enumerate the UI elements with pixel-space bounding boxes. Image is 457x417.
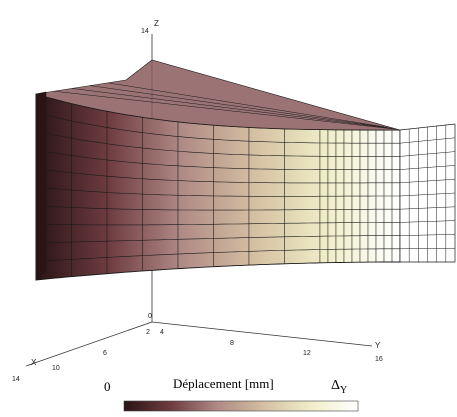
mesh-line <box>399 151 456 157</box>
left-face <box>35 91 47 281</box>
x-tick-6: 6 <box>103 350 107 357</box>
mesh-line <box>35 130 400 157</box>
mesh-line <box>35 168 400 184</box>
x-tick-10: 10 <box>52 365 60 372</box>
mesh-line <box>35 248 400 262</box>
mesh-line <box>53 90 397 130</box>
legend-max-label: ΔY <box>331 378 347 396</box>
legend-min-label: 0 <box>104 379 111 394</box>
z-axis-name: Z <box>154 19 159 28</box>
y-tick-12: 12 <box>303 350 311 357</box>
mesh-line <box>107 82 385 128</box>
top-face <box>35 59 401 131</box>
mesh-line <box>35 205 400 211</box>
legend-colorbar <box>123 400 359 412</box>
y-axis-name: Y <box>375 341 381 350</box>
mesh-line <box>399 234 456 236</box>
mesh-line <box>399 178 456 184</box>
mesh-line <box>35 112 400 144</box>
front-face <box>36 94 400 280</box>
y-tick-4: 4 <box>160 329 164 336</box>
z-tick-0: 0 <box>148 313 152 320</box>
mesh-line <box>35 222 400 226</box>
legend: 0 Déplacement [mm] ΔY <box>104 376 359 412</box>
y-tick-16: 16 <box>375 356 383 363</box>
mesh-line <box>35 186 400 197</box>
y-tick-8: 8 <box>230 340 234 347</box>
x-tick-14: 14 <box>12 376 20 383</box>
mesh-line <box>35 235 400 244</box>
mesh-line <box>399 137 456 144</box>
mesh-line <box>399 247 456 250</box>
mesh-line <box>89 85 389 128</box>
legend-max-symbol: Δ <box>331 378 340 393</box>
deformed-mesh <box>35 59 456 281</box>
x-axis-line <box>25 321 153 367</box>
legend-max-subscript: Y <box>340 385 347 396</box>
mesh-line <box>35 149 400 170</box>
x-axis-name: X <box>31 358 37 367</box>
y-axis-line <box>151 321 373 347</box>
legend-title: Déplacement [mm] <box>173 376 274 391</box>
z-tick-14: 14 <box>141 28 149 35</box>
mesh-line <box>71 88 393 129</box>
mesh-line <box>399 220 456 223</box>
mesh-line <box>399 165 456 170</box>
mesh-line <box>399 192 456 197</box>
y-tick-2: 2 <box>146 329 150 336</box>
mesh-line <box>399 206 456 210</box>
